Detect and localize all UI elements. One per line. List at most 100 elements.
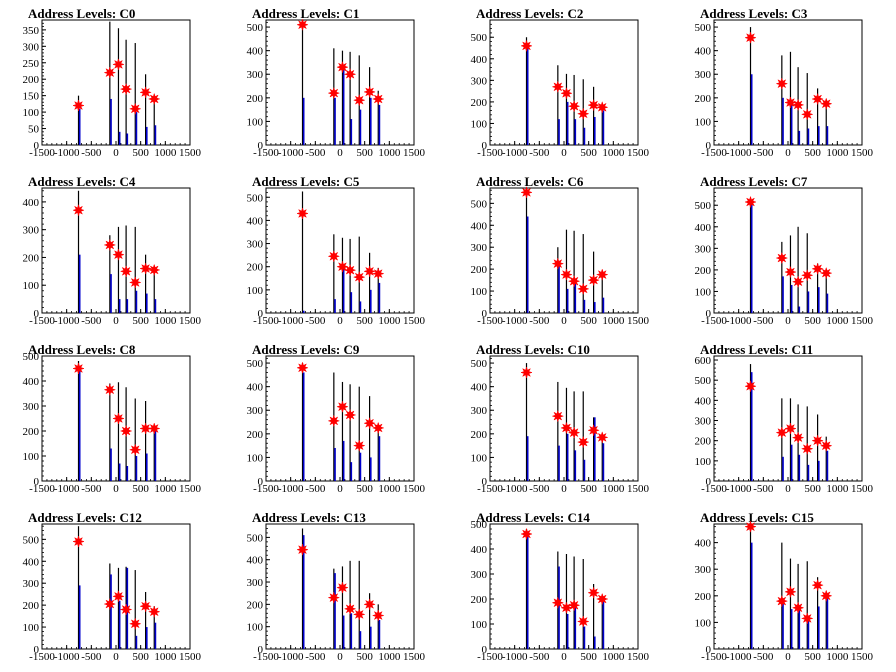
y-tick-label: 300 (471, 405, 488, 417)
peak-marker (520, 366, 533, 379)
x-tick-label: 0 (113, 651, 119, 663)
peak-marker (800, 612, 814, 625)
y-tick-label: 200 (471, 97, 488, 109)
peak-marker (784, 585, 797, 599)
x-tick-label: -1500 (701, 147, 727, 159)
peak-marker (119, 82, 133, 96)
y-tick-label: 0 (34, 644, 40, 656)
x-tick-label: 0 (113, 147, 119, 159)
peak-marker (551, 409, 565, 423)
x-tick-label: -500 (753, 147, 774, 159)
x-tick-label: -500 (529, 147, 550, 159)
x-tick-label: 1500 (851, 147, 874, 159)
peak-marker (791, 431, 805, 444)
peak-marker (147, 422, 161, 435)
chart-panel: Address Levels: C11 0 100 200 300 400 500 600 -1… (672, 336, 896, 504)
peak-marker (576, 107, 590, 121)
y-tick-label: 0 (258, 308, 264, 320)
chart-panel: Address Levels: C5 0 100 200 300 400 500 -1500-… (224, 168, 448, 336)
chart-plot: 0 100 200 300 400 500 -1500-1000 -500 0 500 1000 15… (247, 523, 426, 663)
x-tick-label: -1500 (253, 315, 279, 327)
x-tick-label: -500 (81, 315, 102, 327)
plot-frame (489, 355, 639, 482)
x-tick-label: 1500 (627, 483, 650, 495)
chart-plot: 0 100 200 300 400 500 -1500-1000 -500 0 500 1000 15… (695, 187, 874, 327)
chart-title: Address Levels: C0 (28, 6, 136, 21)
x-tick-label: 0 (561, 651, 567, 663)
y-tick-label: 200 (695, 591, 712, 603)
y-tick-label: 100 (247, 452, 264, 464)
y-tick-label: 400 (247, 46, 264, 58)
y-tick-label: 200 (247, 262, 264, 274)
x-tick-label: 1500 (179, 315, 202, 327)
peak-marker (811, 262, 824, 276)
x-tick-label: -500 (529, 651, 550, 663)
chart-plot: 0 100 200 300 400 500 600 -1500-1000 -500 0 500 100… (695, 355, 874, 495)
peak-marker (371, 609, 385, 622)
y-tick-label: 200 (695, 436, 712, 448)
peak-marker (128, 617, 142, 631)
x-tick-label: 1500 (403, 147, 426, 159)
x-tick-label: -1000 (726, 651, 752, 663)
peak-marker (811, 434, 824, 448)
x-tick-label: -500 (81, 651, 102, 663)
y-tick-label: 300 (695, 243, 712, 255)
chart-title: Address Levels: C12 (28, 510, 142, 525)
x-tick-label: 0 (785, 651, 791, 663)
peak-marker (595, 268, 609, 281)
y-tick-label: 200 (23, 426, 40, 438)
y-tick-label: 500 (471, 358, 488, 370)
x-tick-label: 0 (337, 147, 343, 159)
peak-marker (112, 590, 125, 603)
y-tick-label: 0 (258, 476, 264, 488)
peak-marker (128, 276, 142, 289)
y-tick-label: 500 (695, 375, 712, 387)
y-tick-label: 200 (247, 429, 264, 441)
peak-marker (576, 435, 590, 449)
x-tick-label: 500 (356, 483, 373, 495)
chart-panel: Address Levels: C13 0 100 200 300 400 500 -1500… (224, 504, 448, 672)
peak-marker (819, 589, 833, 603)
x-tick-label: -1500 (701, 483, 727, 495)
x-tick-label: 1000 (378, 651, 401, 663)
peak-marker (139, 422, 152, 435)
y-tick-label: 100 (23, 280, 40, 292)
y-tick-label: 0 (706, 140, 712, 152)
x-tick-label: 0 (561, 315, 567, 327)
x-tick-label: 1000 (602, 483, 625, 495)
y-tick-label: 200 (695, 265, 712, 277)
y-tick-label: 0 (706, 644, 712, 656)
chart-panel: Address Levels: C7 0 100 200 300 400 500 -1500-… (672, 168, 896, 336)
peak-marker (819, 266, 833, 280)
peak-marker (72, 203, 85, 217)
y-tick-label: 500 (247, 358, 264, 370)
y-tick-label: 400 (247, 555, 264, 567)
peak-marker (327, 86, 341, 100)
y-tick-label: 0 (706, 476, 712, 488)
peak-marker (775, 426, 789, 439)
y-tick-label: 150 (23, 91, 40, 103)
x-tick-label: 1000 (602, 147, 625, 159)
x-tick-label: -500 (81, 483, 102, 495)
x-tick-label: 1500 (851, 315, 874, 327)
peak-marker (343, 602, 357, 616)
y-tick-label: 400 (471, 382, 488, 394)
y-tick-label: 300 (247, 69, 264, 81)
y-tick-label: 400 (695, 222, 712, 234)
peak-marker (119, 424, 133, 438)
x-tick-label: -1000 (278, 315, 304, 327)
peak-marker (551, 80, 565, 94)
x-tick-label: 1500 (627, 315, 650, 327)
peak-marker (744, 31, 757, 45)
x-tick-label: 500 (132, 315, 149, 327)
peak-marker (296, 361, 309, 375)
peak-marker (112, 412, 125, 425)
y-tick-label: 300 (695, 416, 712, 428)
peak-marker (352, 270, 366, 284)
x-tick-label: -1500 (701, 315, 727, 327)
chart-title: Address Levels: C3 (700, 6, 808, 21)
peak-marker (72, 535, 85, 548)
plot-frame (713, 523, 863, 650)
chart-title: Address Levels: C6 (476, 174, 584, 189)
x-tick-label: 500 (804, 147, 821, 159)
